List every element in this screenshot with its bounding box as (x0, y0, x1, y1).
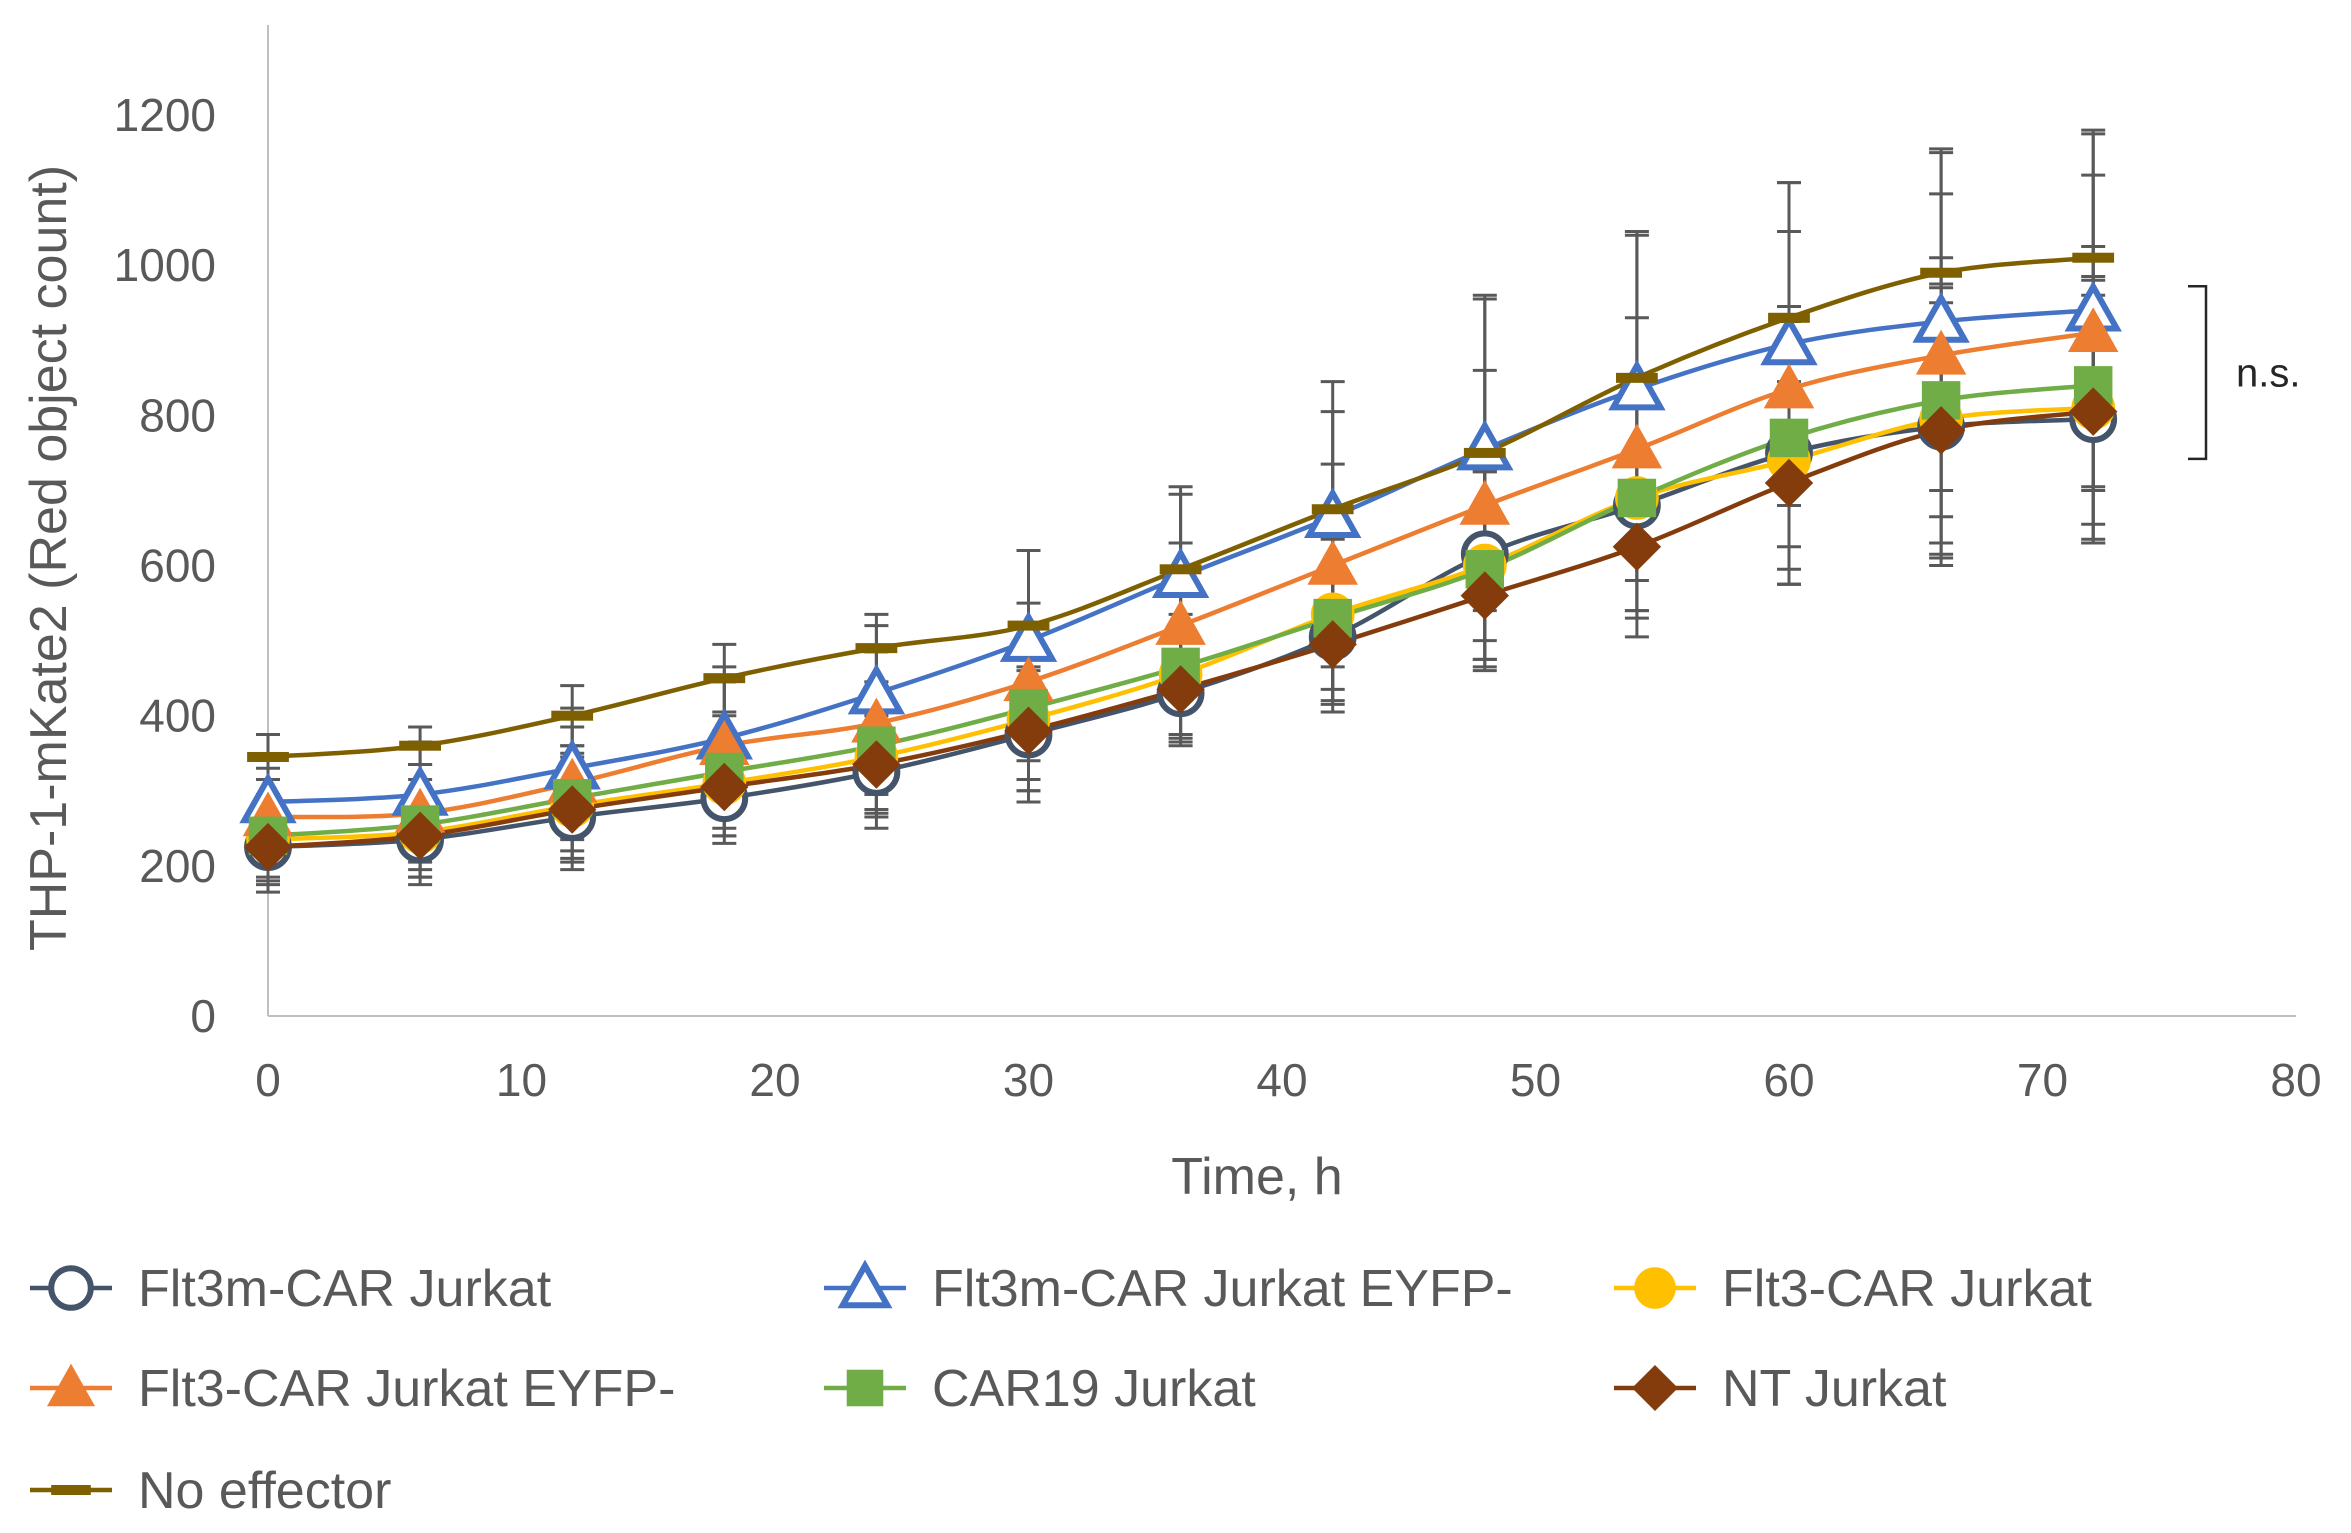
y-tick-label: 1200 (114, 89, 216, 141)
point-no-effector (1159, 564, 1202, 575)
point-flt3-car-jurkat-eyfp (1915, 329, 1967, 375)
point-nt-jurkat (1004, 706, 1053, 755)
legend-item-no-effector: No effector (30, 1462, 391, 1520)
point-no-effector (247, 751, 289, 762)
legend-item-flt3m-car-jurkat: Flt3m-CAR Jurkat (30, 1260, 552, 1318)
legend-marker-nt-jurkat (1631, 1364, 1679, 1412)
annotation-layer: n.s. (2188, 285, 2300, 461)
legend-marker-no-effector (51, 1485, 91, 1495)
point-nt-jurkat (2068, 387, 2118, 436)
x-tick-label: 10 (496, 1054, 547, 1106)
x-tick-label: 70 (2017, 1054, 2068, 1106)
x-tick-label: 60 (1763, 1054, 1814, 1106)
point-no-effector (1007, 620, 1050, 631)
point-nt-jurkat (700, 762, 749, 812)
point-no-effector (1768, 312, 1810, 323)
legend-item-flt3-car-jurkat: Flt3-CAR Jurkat (1614, 1260, 2092, 1318)
point-flt3m-car-jurkat-eyfp (1608, 359, 1666, 411)
x-tick-label: 30 (1003, 1054, 1054, 1106)
x-tick-label: 80 (2270, 1054, 2321, 1106)
point-no-effector (1616, 372, 1658, 383)
point-no-effector (1311, 504, 1354, 515)
point-flt3m-car-jurkat-eyfp (1760, 314, 1818, 366)
point-no-effector (1920, 267, 1962, 278)
y-tick-label: 400 (139, 690, 216, 742)
legend-item-flt3m-car-jurkat-eyfp: Flt3m-CAR Jurkat EYFP- (824, 1259, 1513, 1318)
x-tick-label: 50 (1510, 1054, 1561, 1106)
point-flt3-car-jurkat-eyfp (1611, 423, 1663, 469)
point-no-effector (2072, 252, 2115, 263)
legend-item-flt3-car-jurkat-eyfp: Flt3-CAR Jurkat EYFP- (30, 1360, 675, 1418)
point-flt3-car-jurkat-eyfp (1763, 363, 1815, 409)
y-tick-label: 800 (139, 389, 216, 441)
point-car19-jurkat (1769, 418, 1809, 458)
legend-item-nt-jurkat: NT Jurkat (1614, 1360, 1947, 1418)
x-tick-label: 20 (749, 1054, 800, 1106)
legend-label-flt3-car-jurkat: Flt3-CAR Jurkat (1722, 1260, 2092, 1318)
point-nt-jurkat (1156, 665, 1205, 714)
legend-marker-flt3-car-jurkat (1634, 1267, 1676, 1309)
legend-label-no-effector: No effector (138, 1462, 391, 1520)
point-no-effector (551, 710, 594, 721)
legend-label-flt3m-car-jurkat: Flt3m-CAR Jurkat (138, 1260, 552, 1318)
point-nt-jurkat (547, 785, 597, 834)
point-nt-jurkat (1612, 522, 1662, 571)
legend-marker-flt3m-car-jurkat (48, 1265, 94, 1311)
y-tick-label: 600 (139, 540, 216, 592)
legend-label-flt3-car-jurkat-eyfp: Flt3-CAR Jurkat EYFP- (138, 1360, 675, 1418)
point-no-effector (1463, 447, 1506, 458)
point-nt-jurkat (1460, 571, 1510, 620)
point-nt-jurkat (243, 822, 293, 872)
point-flt3-car-jurkat-eyfp (1307, 539, 1358, 585)
markers-layer (239, 252, 2122, 872)
y-tick-label: 200 (139, 840, 216, 892)
point-flt3-car-jurkat-eyfp (2067, 307, 2119, 353)
axes-layer: 0 200 400 600 800 1000 1200 0 10 20 30 40 50 60 70 80 Ti… (20, 25, 2322, 1206)
point-nt-jurkat (1308, 620, 1357, 669)
x-tick-label: 40 (1256, 1054, 1307, 1106)
point-nt-jurkat (1764, 458, 1814, 508)
legend-label-car19-jurkat: CAR19 Jurkat (932, 1360, 1256, 1418)
legend-label-flt3m-car-jurkat-eyfp: Flt3m-CAR Jurkat EYFP- (932, 1260, 1513, 1318)
point-nt-jurkat (395, 811, 445, 861)
point-no-effector (399, 740, 441, 751)
y-tick-label: 0 (190, 990, 216, 1042)
y-axis-title: THP-1-mKate2 (Red object count) (20, 165, 78, 951)
point-nt-jurkat (1916, 406, 1966, 455)
point-car19-jurkat (1617, 478, 1657, 518)
point-flt3-car-jurkat-eyfp (1155, 600, 1206, 645)
x-axis-title: Time, h (1171, 1148, 1342, 1206)
legend-marker-car19-jurkat (846, 1369, 884, 1407)
x-tick-label: 0 (255, 1054, 281, 1106)
point-flt3-car-jurkat-eyfp (1459, 479, 1511, 525)
significance-bracket (2188, 285, 2208, 461)
point-nt-jurkat (852, 740, 901, 789)
legend-marker-flt3-car-jurkat-eyfp (46, 1363, 96, 1407)
markers-no-effector (247, 252, 2115, 762)
y-tick-label: 1000 (114, 239, 216, 291)
point-no-effector (703, 673, 746, 684)
significance-label: n.s. (2236, 352, 2300, 396)
legend-layer: Flt3m-CAR Jurkat Flt3m-CAR Jurkat EYFP- Fl… (30, 1259, 2092, 1520)
legend-marker-flt3m-car-jurkat-eyfp (837, 1259, 893, 1309)
legend-label-nt-jurkat: NT Jurkat (1722, 1360, 1947, 1418)
markers-nt-jurkat (243, 387, 2118, 872)
legend-item-car19-jurkat: CAR19 Jurkat (824, 1360, 1256, 1418)
point-no-effector (855, 643, 898, 654)
